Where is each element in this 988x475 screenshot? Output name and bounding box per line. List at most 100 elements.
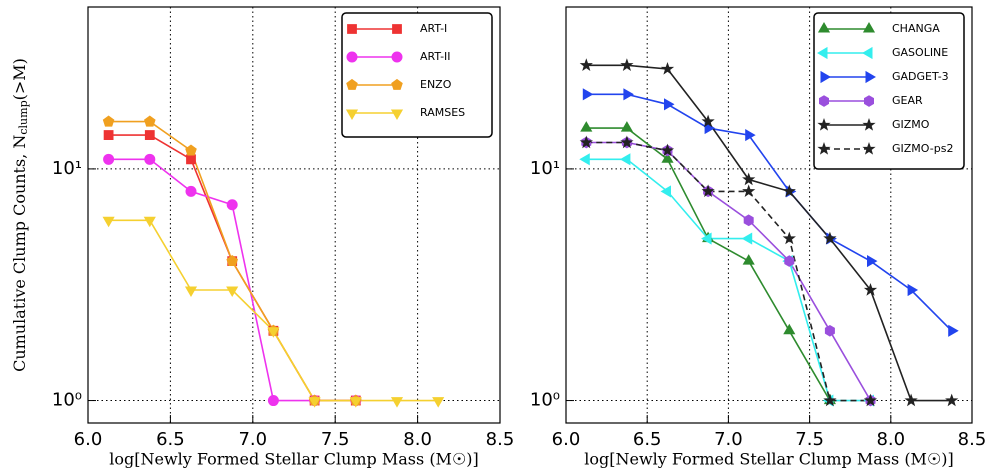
legend-marker [390,109,404,120]
data-point [948,324,959,337]
data-point [701,184,715,198]
data-point [184,286,198,297]
legend-marker [864,95,874,107]
data-point [144,115,156,127]
data-point [701,232,712,245]
panel: 6.0 6.5 7.0 7.5 8.0 8.5 10⁰ 10¹ ART-I ART-II ENZO R… [10,6,515,469]
legend-marker [817,141,831,155]
x-tick-label: 6.5 [633,429,662,450]
legend-label: CHANGA [892,22,940,35]
data-point [226,254,238,266]
data-point [390,397,404,408]
legend-label: RAMSES [420,106,465,119]
x-tick-label: 7.5 [321,429,350,450]
data-point [782,184,796,198]
legend-marker [817,117,831,131]
data-point [185,144,197,156]
data-point [349,397,362,408]
data-point [580,121,593,132]
x-tick-label: 7.0 [714,429,743,450]
data-point [579,58,593,72]
legend-marker [819,95,829,107]
series-line [586,141,872,402]
data-point [620,121,633,132]
data-point [745,129,756,142]
legend-marker [345,109,359,120]
data-point [186,154,196,165]
data-point [784,255,795,267]
legend-marker [817,22,831,33]
legend-marker [392,24,402,34]
series-line [108,158,356,402]
x-axis-label: log[Newly Formed Stellar Clump Mass (M☉)… [584,450,954,469]
y-axis-label: Cumulative Clump Counts, Nclump(>M) [10,58,31,372]
x-tick-label: 6.0 [74,429,103,450]
legend-marker [391,51,403,63]
legend-marker [817,46,828,60]
data-point [308,397,321,408]
data-point [620,58,634,72]
plot-area [108,120,439,402]
data-point [660,185,671,198]
legend-marker [346,78,358,90]
legend-label: ART-II [420,50,451,63]
legend-marker [820,70,831,84]
legend-marker [862,141,876,155]
data-point [102,115,115,127]
data-point [660,61,675,75]
data-point [824,325,835,337]
data-point [741,232,753,245]
legend: ART-I ART-II ENZO RAMSES [341,12,493,138]
series-line [108,219,439,402]
x-axis-label: log[Newly Formed Stellar Clump Mass (M☉)… [109,450,479,469]
data-point [582,88,594,101]
y-label-text: Cumulative Clump Counts, N [10,135,29,372]
data-point [619,153,631,166]
x-tick-label: 8.0 [876,429,905,450]
y-tick-label: 10⁰ [52,390,82,411]
data-point [823,231,837,245]
data-point [185,185,197,197]
data-point [267,395,279,407]
data-point [863,393,878,407]
data-point [945,393,959,407]
legend-box [813,12,965,170]
legend-label: ART-I [420,22,447,35]
data-point [579,153,590,166]
series-line [586,141,871,402]
y-tick-label: 10¹ [52,158,82,179]
x-tick-label: 8.0 [403,429,432,450]
data-point [144,130,155,140]
data-point [103,130,114,140]
legend-marker [862,117,876,131]
series-line [586,64,952,402]
data-point [226,286,239,297]
data-point [661,152,674,163]
legend-marker [346,51,358,63]
y-label-sub: clump [17,100,30,134]
data-point [102,216,115,228]
data-point [743,214,754,227]
legend-marker [347,24,357,34]
legend: CHANGA GASOLINE GADGET-3 GEAR GIZMO GIZMO-ps2 [813,12,965,170]
data-point [742,184,756,198]
data-point [432,397,445,408]
legend-label: GADGET-3 [892,70,949,83]
legend-label: ENZO [420,78,452,91]
data-point [226,199,238,211]
data-point [620,135,634,149]
data-point [267,327,280,338]
legend-label: GASOLINE [892,46,948,59]
y-label-tail: (>M) [10,58,29,100]
legend-marker [391,78,403,90]
data-point [823,393,837,407]
series-line [108,134,356,402]
series-line [586,93,953,332]
legend-marker [862,46,873,60]
data-point [664,98,675,111]
data-point [907,283,919,297]
axes-frame [565,6,973,424]
legend-marker [865,70,876,84]
x-tick-label: 8.5 [486,429,515,450]
